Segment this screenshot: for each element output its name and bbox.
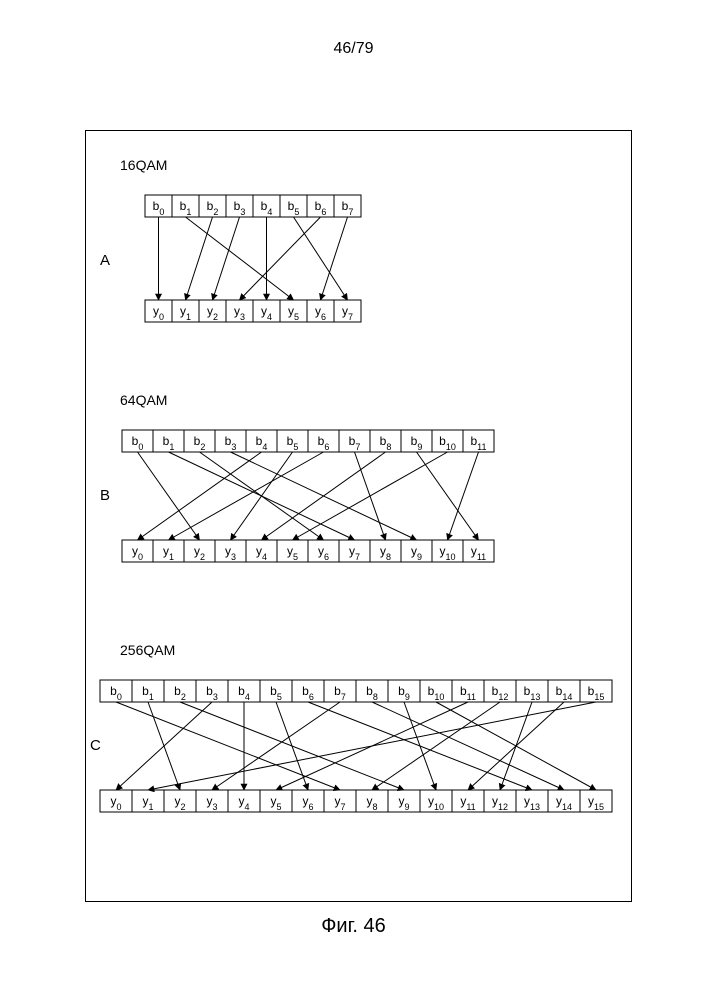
mapping-arrow: [448, 452, 479, 540]
mapping-arrow: [169, 452, 324, 540]
panel-side-label: C: [90, 737, 101, 754]
mapping-arrow: [417, 452, 479, 540]
mapping-arrow: [372, 702, 564, 790]
mapping-arrow: [212, 702, 340, 790]
mapping-arrow: [321, 217, 348, 300]
panel-title: 64QAM: [120, 392, 167, 408]
mapping-arrow: [276, 702, 308, 790]
mapping-arrow: [186, 217, 294, 300]
mapping-arrow: [116, 702, 212, 790]
mapping-arrow: [116, 702, 340, 790]
mapping-arrow: [404, 702, 436, 790]
mapping-arrow: [262, 452, 386, 540]
mapping-arrow: [148, 702, 596, 790]
mapping-arrow: [138, 452, 262, 540]
mapping-arrow: [240, 217, 321, 300]
panel-title: 256QAM: [120, 642, 175, 658]
mapping-arrow: [213, 217, 240, 300]
mapping-arrow: [294, 217, 348, 300]
mapping-arrow: [293, 452, 448, 540]
diagram-svg: 16QAMAb0b1b2b3b4b5b6b7y0y1y2y3y4y5y6y764…: [0, 0, 707, 1000]
mapping-arrow: [138, 452, 200, 540]
panel-side-label: A: [100, 252, 110, 269]
panel-title: 16QAM: [120, 157, 167, 173]
mapping-arrow: [468, 702, 564, 790]
panel-side-label: B: [100, 487, 110, 504]
mapping-arrow: [372, 702, 500, 790]
mapping-arrow: [231, 452, 293, 540]
mapping-arrow: [186, 217, 213, 300]
